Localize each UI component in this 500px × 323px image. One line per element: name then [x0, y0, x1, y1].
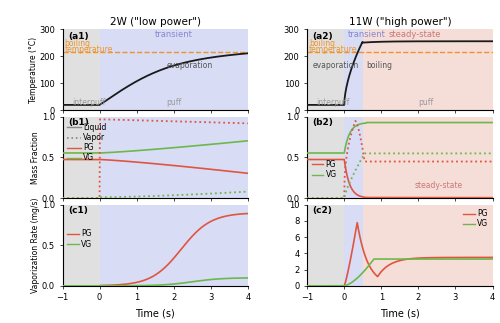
Title: 11W ("high power"): 11W ("high power") [348, 17, 451, 27]
Text: steady-state: steady-state [414, 181, 463, 190]
Bar [62, 204, 100, 286]
Bar [344, 204, 363, 286]
Title: 2W ("low power"): 2W ("low power") [110, 17, 200, 27]
Bar [307, 204, 344, 286]
Text: boiling: boiling [64, 39, 90, 48]
Y-axis label: Temperature (°C): Temperature (°C) [28, 36, 38, 103]
X-axis label: Time (s): Time (s) [136, 308, 175, 318]
Bar [62, 29, 100, 110]
Y-axis label: Vaporization Rate (mg/s): Vaporization Rate (mg/s) [32, 197, 40, 293]
Legend: PG, VG: PG, VG [462, 208, 488, 229]
Y-axis label: Mass Fraction: Mass Fraction [32, 131, 40, 184]
Legend: PG, VG: PG, VG [66, 229, 92, 249]
Bar [344, 29, 363, 110]
Text: (a2): (a2) [312, 32, 334, 41]
Text: evaporation: evaporation [312, 61, 359, 70]
Text: puff: puff [418, 99, 434, 108]
Text: (b2): (b2) [312, 119, 334, 128]
Text: (c1): (c1) [68, 206, 88, 215]
Bar [344, 117, 363, 198]
Legend: Liquid, Vapor, PG, VG: Liquid, Vapor, PG, VG [66, 122, 108, 163]
Text: transient: transient [348, 30, 386, 39]
Text: steady-state: steady-state [388, 30, 441, 39]
Text: puff: puff [166, 99, 182, 108]
Bar [363, 29, 492, 110]
Bar [100, 117, 248, 198]
Bar [307, 117, 344, 198]
Text: temperature: temperature [64, 45, 112, 54]
Bar [363, 117, 492, 198]
Bar [62, 117, 100, 198]
Bar [100, 204, 248, 286]
Text: interpuff: interpuff [72, 99, 105, 108]
Text: boiling: boiling [309, 39, 335, 48]
Bar [363, 204, 492, 286]
Text: interpuff: interpuff [316, 99, 350, 108]
Text: boiling: boiling [366, 61, 392, 70]
X-axis label: Time (s): Time (s) [380, 308, 420, 318]
Legend: PG, VG: PG, VG [311, 159, 338, 180]
Bar [100, 29, 248, 110]
Text: transient: transient [155, 30, 193, 39]
Text: temperature: temperature [309, 45, 358, 54]
Text: (b1): (b1) [68, 119, 89, 128]
Text: (a1): (a1) [68, 32, 88, 41]
Text: evaporation: evaporation [166, 61, 212, 70]
Bar [307, 29, 344, 110]
Text: (c2): (c2) [312, 206, 332, 215]
